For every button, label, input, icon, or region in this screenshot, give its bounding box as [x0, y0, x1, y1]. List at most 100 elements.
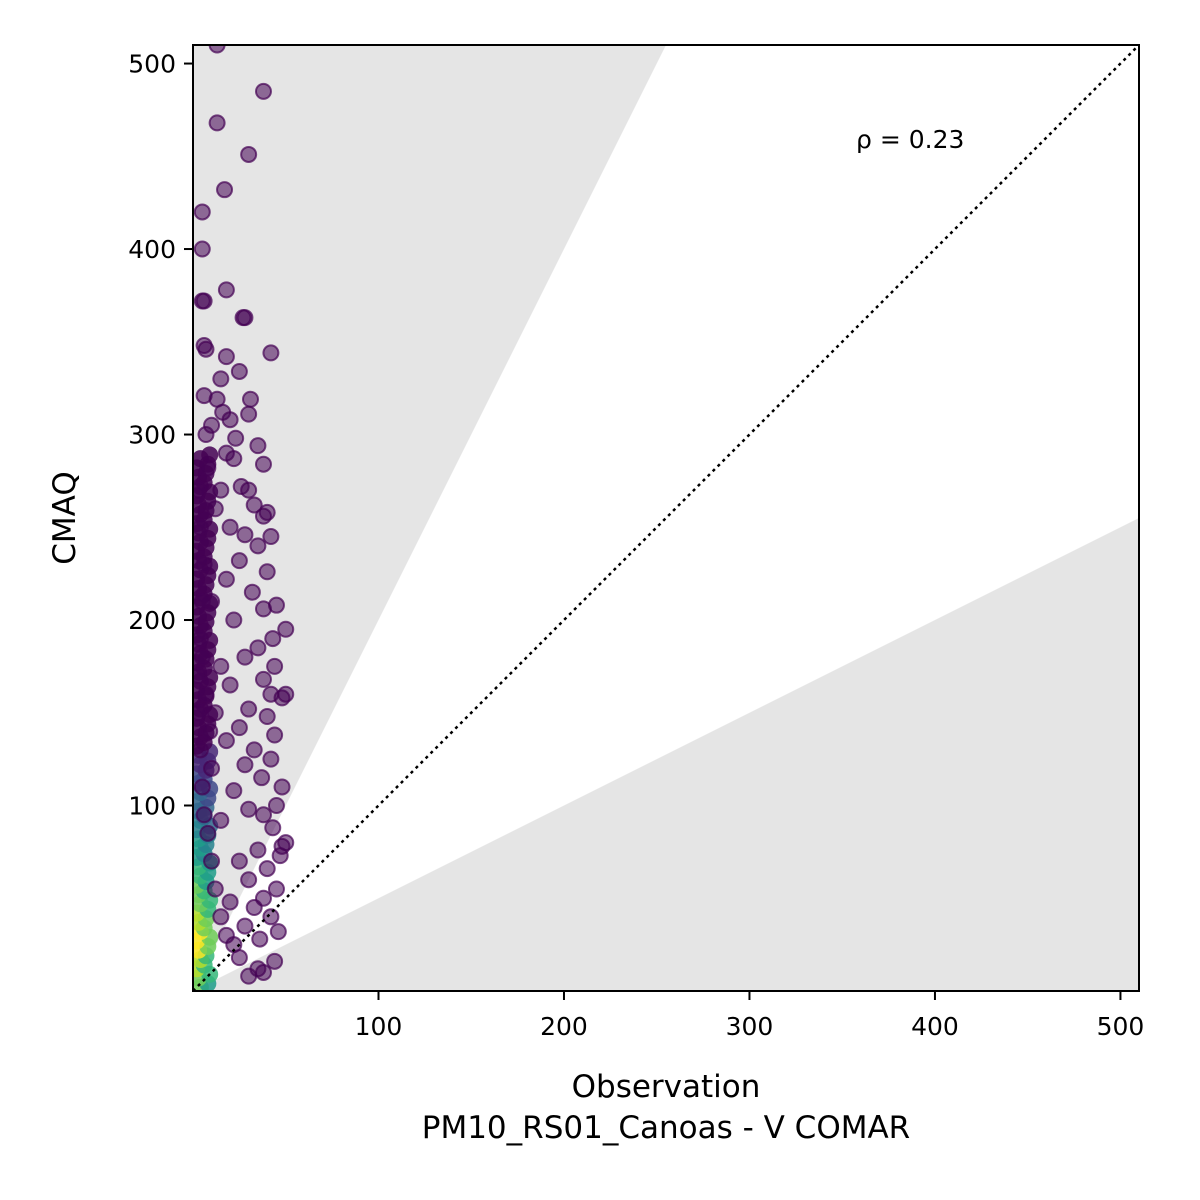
scatter-point [193, 481, 208, 499]
scatter-point [262, 344, 280, 362]
scatter-point [217, 732, 235, 750]
scatter-point [266, 726, 284, 744]
scatter-point [193, 778, 211, 796]
scatter-point [212, 908, 230, 926]
scatter-point [212, 811, 230, 829]
scatter-point [236, 309, 254, 327]
scatter-point [203, 759, 221, 777]
scatter-point [240, 481, 258, 499]
scatter-point [230, 719, 248, 737]
scatter-point [206, 704, 224, 722]
shaded-region-upper [193, 45, 666, 991]
scatter-point [195, 292, 213, 310]
scatter-point [193, 648, 211, 666]
scatter-point [230, 552, 248, 570]
scatter-point [267, 797, 285, 815]
scatter-points [193, 45, 295, 985]
scatter-point [221, 411, 239, 429]
scatter-point [258, 707, 276, 725]
scatter-point [262, 750, 280, 768]
scatter-point [217, 348, 235, 366]
x-tick-label: 100 [355, 1012, 403, 1041]
scatter-point [193, 704, 208, 722]
annotation-rho: ρ = 0.23 [856, 125, 964, 154]
scatter-point [249, 841, 267, 859]
plot-frame [192, 44, 1140, 992]
scatter-point [193, 592, 211, 610]
scatter-point [212, 370, 230, 388]
scatter-point [240, 800, 258, 818]
scatter-point [197, 685, 215, 703]
scatter-point [243, 583, 261, 601]
scatter-point [230, 852, 248, 870]
scatter-point [273, 778, 291, 796]
scatter-point [264, 630, 282, 648]
scatter-point [217, 570, 235, 588]
x-tick-label: 300 [726, 1012, 774, 1041]
scatter-point [208, 114, 226, 132]
shaded-region-lower [193, 518, 1139, 991]
scatter-point [225, 450, 243, 468]
scatter-point [262, 528, 280, 546]
scatter-point [221, 518, 239, 536]
y-tick-label: 400 [128, 235, 176, 264]
scatter-point [208, 45, 226, 54]
x-axis: 100 200 300 400 500 [355, 991, 1144, 1041]
x-tick-label: 200 [540, 1012, 588, 1041]
scatter-point [254, 806, 272, 824]
scatter-point [199, 459, 217, 477]
scatter-point [197, 340, 215, 358]
scatter-point [203, 852, 221, 870]
scatter-point [193, 667, 208, 685]
scatter-point [206, 880, 224, 898]
scatter-point [193, 518, 209, 536]
scatter-point [236, 756, 254, 774]
identity-line [193, 45, 1139, 991]
scatter-point [212, 481, 230, 499]
y-tick-label: 300 [128, 421, 176, 450]
scatter-point [242, 390, 260, 408]
scatter-point [254, 455, 272, 473]
scatter-point [266, 657, 284, 675]
scatter-point [249, 537, 267, 555]
y-axis: 100 200 300 400 500 [128, 50, 193, 821]
scatter-point [253, 769, 271, 787]
scatter-point [236, 917, 254, 935]
scatter-point [254, 670, 272, 688]
scatter-point [227, 429, 245, 447]
scatter-point [254, 507, 272, 525]
x-axis-label: Observation [572, 1069, 761, 1105]
scatter-point [240, 700, 258, 718]
y-axis-label: CMAQ [47, 471, 83, 564]
scatter-point [271, 847, 289, 865]
scatter-point [217, 281, 235, 299]
scatter-point [258, 860, 276, 878]
scatter-point [245, 741, 263, 759]
scatter-point [203, 416, 221, 434]
scatter-point [240, 405, 258, 423]
scatter-point [249, 639, 267, 657]
scatter-point [195, 806, 213, 824]
scatter-point [240, 145, 258, 163]
scatter-point [254, 963, 272, 981]
scatter-point [199, 824, 217, 842]
scatter-point [216, 181, 234, 199]
scatter-point [221, 893, 239, 911]
scatter-point [264, 819, 282, 837]
scatter-point [195, 555, 213, 573]
scatter-point [225, 782, 243, 800]
scatter-point [217, 926, 235, 944]
scatter-point [240, 871, 258, 889]
scatter-point [236, 648, 254, 666]
scatter-point [236, 526, 254, 544]
y-tick-label: 500 [128, 50, 176, 79]
scatter-point [230, 362, 248, 380]
scatter-point [254, 600, 272, 618]
scatter-point [240, 967, 258, 985]
scatter-point [249, 437, 267, 455]
scatter-point [225, 611, 243, 629]
chart-subtitle: PM10_RS01_Canoas - V COMAR [422, 1110, 910, 1146]
y-tick-label: 100 [128, 792, 176, 821]
plot-content [193, 45, 1139, 991]
